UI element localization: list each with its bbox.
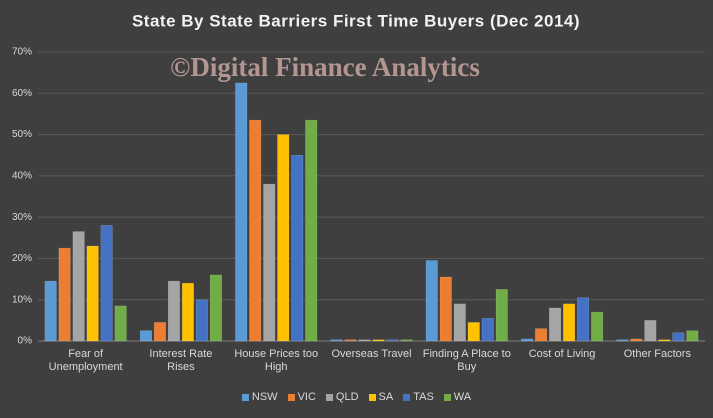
legend-item: QLD [325, 391, 359, 403]
bar [344, 339, 357, 342]
bar [658, 339, 671, 342]
y-tick-label: 0% [18, 336, 33, 347]
bar [616, 339, 629, 342]
bar [100, 225, 113, 342]
bar [58, 247, 71, 342]
bar [439, 276, 452, 342]
x-tick-label: Fear of Unemployment [48, 348, 123, 373]
legend-label: VIC [297, 391, 316, 403]
bar [591, 311, 604, 342]
bar [44, 280, 57, 342]
bar [181, 282, 194, 342]
legend-swatch [325, 393, 333, 401]
legend-label: SA [378, 391, 394, 403]
bar [263, 183, 276, 342]
legend-item: SA [368, 391, 394, 403]
bar [291, 154, 304, 342]
bar [425, 260, 438, 342]
bar [72, 231, 85, 342]
watermark: ©Digital Finance Analytics [170, 52, 480, 82]
bar [372, 339, 385, 342]
legend-item: VIC [287, 391, 316, 403]
legend-swatch [287, 393, 295, 401]
bar [453, 303, 466, 342]
bar [495, 289, 508, 342]
legend-item: TAS [403, 391, 434, 403]
bar [277, 134, 290, 342]
bar [577, 297, 590, 342]
x-tick-label: Cost of Living [528, 348, 596, 360]
legend-item: WA [443, 391, 472, 403]
legend-item: NSW [241, 391, 278, 403]
x-tick-label: House Prices too High [234, 348, 319, 373]
bar [467, 322, 480, 342]
bar [630, 338, 643, 342]
legend-label: QLD [335, 391, 359, 403]
bar [672, 332, 685, 342]
bar [521, 338, 534, 342]
bar [114, 305, 127, 342]
bar [305, 119, 318, 342]
chart-title: State By State Barriers First Time Buyer… [132, 11, 580, 30]
legend-swatch [241, 393, 249, 401]
bar [686, 330, 699, 342]
y-tick-label: 60% [12, 88, 32, 99]
y-tick-label: 10% [12, 294, 32, 305]
legend-label: WA [453, 391, 472, 403]
bar [153, 322, 166, 342]
legend-label: TAS [413, 391, 434, 403]
bar [386, 339, 399, 342]
y-tick-label: 20% [12, 253, 32, 264]
y-tick-label: 40% [12, 170, 32, 181]
x-tick-label: Overseas Travel [331, 348, 412, 360]
y-tick-label: 70% [12, 47, 32, 58]
bar [549, 307, 562, 342]
bar [400, 339, 413, 342]
bar [535, 328, 548, 342]
bar [563, 303, 576, 342]
bar [139, 330, 152, 342]
bar [195, 299, 208, 342]
bar [358, 339, 371, 342]
legend-swatch [368, 393, 376, 401]
bar [330, 339, 343, 342]
x-tick-label: Interest Rate Rises [149, 348, 213, 373]
bar [249, 119, 262, 342]
bar [644, 320, 657, 342]
x-tick-label: Other Factors [623, 348, 691, 360]
y-tick-label: 30% [12, 212, 32, 223]
legend: NSW VIC QLD SA TAS WA [0, 391, 713, 403]
bar [481, 318, 494, 342]
bar [167, 280, 180, 342]
bar [235, 82, 248, 342]
legend-swatch [443, 393, 451, 401]
legend-swatch [403, 393, 411, 401]
x-tick-label: Finding A Place to Buy [422, 348, 511, 373]
y-tick-label: 50% [12, 129, 32, 140]
bar [209, 274, 222, 342]
bar [86, 245, 99, 342]
legend-label: NSW [251, 391, 278, 403]
